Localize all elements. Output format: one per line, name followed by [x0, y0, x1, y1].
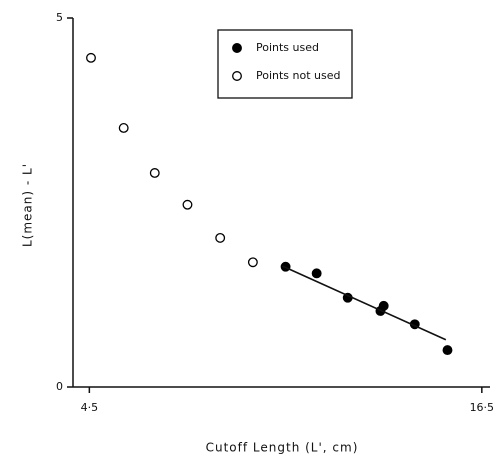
x-axis-label: Cutoff Length (L', cm): [206, 441, 359, 455]
legend-label: Points not used: [256, 69, 341, 82]
legend-box: [217, 29, 353, 99]
point: [86, 52, 96, 63]
point: [149, 168, 160, 178]
legend-marker: [232, 71, 242, 81]
point: [182, 199, 193, 210]
point: [311, 268, 322, 279]
y-tick-label: 0: [56, 380, 63, 393]
point: [378, 300, 389, 311]
y-axis-label: L(mean) - L': [21, 163, 35, 247]
fit-line: [281, 265, 447, 341]
point: [247, 257, 258, 268]
x-tick-label: 4·5: [81, 401, 99, 414]
point: [442, 345, 453, 356]
legend-marker: [232, 43, 242, 53]
x-tick-label: 16·5: [470, 401, 495, 414]
point: [118, 123, 129, 133]
point: [215, 232, 226, 243]
y-tick-label: 5: [56, 11, 63, 24]
legend-label: Points used: [256, 41, 319, 54]
